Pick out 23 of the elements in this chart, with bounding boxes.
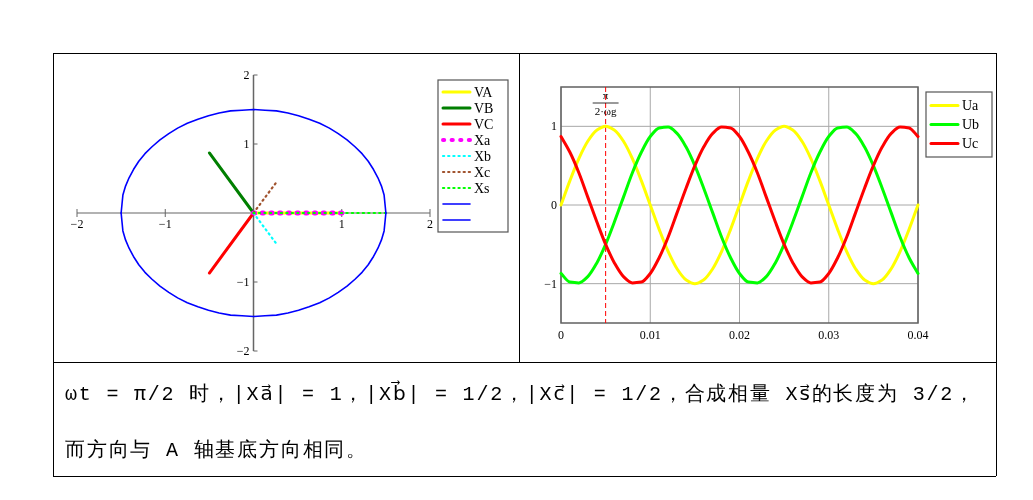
y-tick-label: 0 bbox=[551, 198, 557, 212]
legend-label: VB bbox=[474, 100, 494, 116]
x-tick-label: 2 bbox=[427, 217, 433, 231]
x-tick-label: 0.01 bbox=[639, 328, 661, 342]
legend-label: Xa bbox=[474, 132, 492, 148]
legend-label: VC bbox=[474, 116, 494, 132]
ref-line-label: π 2·ωg bbox=[594, 89, 618, 117]
y-tick-label: 1 bbox=[551, 119, 557, 134]
legend-label: Uc bbox=[962, 136, 979, 151]
legend-label: Xs bbox=[474, 180, 490, 196]
ref-line: π 2·ωg bbox=[592, 86, 619, 324]
y-tick-label: −1 bbox=[544, 276, 557, 291]
y-tick-label: 2 bbox=[243, 68, 250, 82]
legend-label: Xb bbox=[474, 148, 492, 164]
x-tick-label: 0.02 bbox=[729, 328, 750, 342]
legend-label: Xc bbox=[474, 164, 491, 180]
legend-label: Ua bbox=[962, 98, 980, 113]
legend-label: VA bbox=[474, 84, 494, 100]
x-tick-label: 0.04 bbox=[907, 328, 929, 342]
x-tick-label: 0.03 bbox=[818, 328, 840, 342]
legend-label: Ub bbox=[962, 117, 980, 132]
x-tick-label: −2 bbox=[70, 217, 84, 231]
y-tick-label: −2 bbox=[236, 344, 250, 358]
